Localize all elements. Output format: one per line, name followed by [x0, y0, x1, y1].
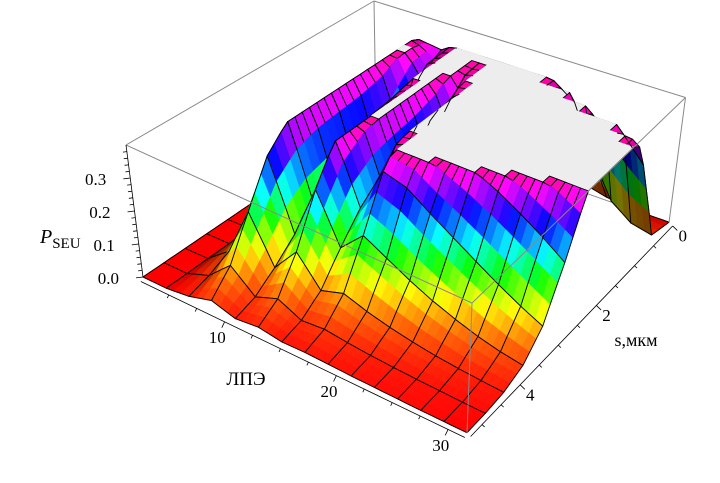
axes: 10 20 30 0 2 4 0.0 0.1 0.2 0.3 — [85, 144, 687, 455]
box-front-edges — [125, 97, 686, 434]
x-tick-label: 30 — [432, 436, 449, 455]
z-tick-label: 0.0 — [98, 269, 119, 288]
z-axis-title-sub: SEU — [52, 236, 81, 252]
z-tick-label: 0.1 — [94, 236, 115, 255]
x-tick-label: 10 — [209, 328, 226, 347]
z-axis-title: PSEU — [39, 226, 81, 252]
z-axis-title-main: P — [39, 226, 52, 248]
x-axis-title: ЛПЭ — [226, 369, 265, 390]
y-tick-label: 4 — [526, 386, 535, 405]
y-axis-title: s,мкм — [614, 330, 657, 350]
y-tick-label: 2 — [602, 306, 611, 325]
y-tick-label: 0 — [678, 227, 687, 246]
surface-mesh — [142, 39, 670, 434]
x-tick-label: 20 — [321, 382, 338, 401]
z-tick-label: 0.2 — [89, 203, 110, 222]
z-tick-label: 0.3 — [85, 170, 106, 189]
